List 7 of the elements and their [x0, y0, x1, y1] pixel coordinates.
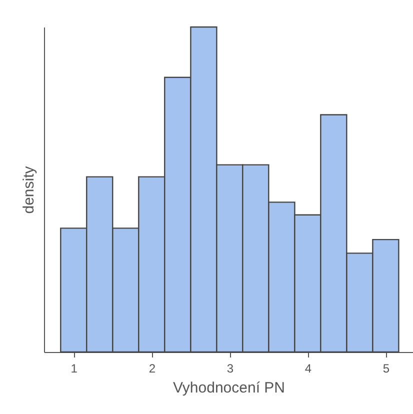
x-tick-label: 4 [304, 362, 312, 376]
x-tick-label: 2 [148, 362, 156, 376]
y-axis-title: density [20, 166, 38, 214]
x-tick-label: 3 [226, 362, 234, 376]
x-axis-title: Vyhodnocení PN [172, 380, 286, 396]
x-tick-label: 1 [70, 362, 78, 376]
x-tick-label: 5 [382, 362, 390, 376]
